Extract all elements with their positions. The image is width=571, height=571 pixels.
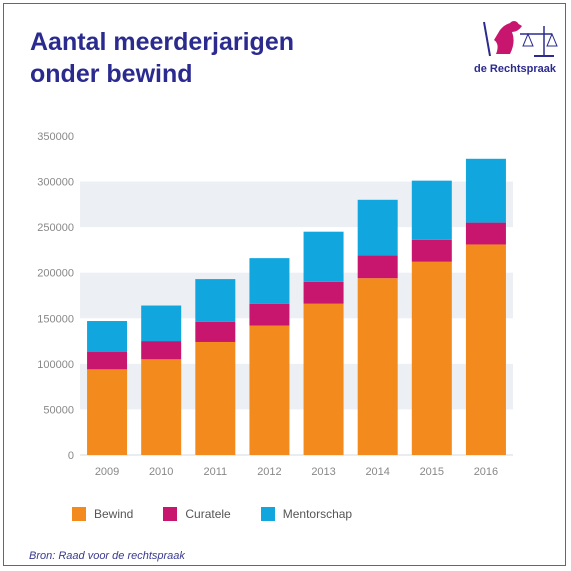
bar-mentorschap-2010: [141, 305, 182, 342]
legend-swatch-curatele: [163, 507, 178, 521]
legend-label-mentorschap: Mentorschap: [282, 507, 353, 521]
bar-curatele-2012: [249, 303, 290, 326]
bar-curatele-2016: [465, 222, 506, 245]
bar-bewind-2009: [87, 369, 128, 455]
bar-bewind-2014: [357, 278, 398, 455]
bar-mentorschap-2014: [357, 199, 398, 256]
y-tick-label: 250000: [37, 222, 74, 234]
bar-mentorschap-2015: [411, 180, 452, 240]
x-axis-ticks: 2009 2010 2011 2012 2013 2014 2015 2016: [95, 466, 498, 478]
legend-swatch-bewind: [72, 507, 86, 521]
legend: Bewind Curatele Mentorschap: [72, 507, 352, 521]
bar-curatele-2009: [87, 352, 128, 370]
legend-label-curatele: Curatele: [185, 507, 231, 521]
bar-curatele-2010: [141, 341, 182, 360]
legend-item-mentorschap: Mentorschap: [260, 507, 353, 521]
x-tick-label: 2013: [311, 466, 335, 478]
legend-item-curatele: Curatele: [163, 507, 231, 521]
y-tick-label: 200000: [37, 268, 74, 280]
bar-bewind-2011: [195, 341, 236, 455]
chart-title: Aantal meerderjarigen onder bewind: [30, 26, 294, 90]
source-note: Bron: Raad voor de rechtspraak: [29, 550, 185, 562]
x-tick-label: 2014: [365, 466, 389, 478]
x-tick-label: 2010: [149, 466, 173, 478]
bars: [87, 158, 506, 455]
logo-text: de Rechtspraak: [474, 63, 556, 75]
bar-mentorschap-2012: [249, 258, 290, 304]
bar-bewind-2015: [411, 261, 452, 455]
x-tick-label: 2011: [203, 466, 227, 478]
bar-curatele-2014: [357, 255, 398, 279]
bar-curatele-2011: [195, 321, 236, 342]
y-tick-label: 50000: [43, 404, 74, 416]
y-tick-label: 300000: [37, 177, 74, 189]
y-tick-label: 0: [68, 450, 74, 462]
bar-bewind-2010: [141, 359, 182, 455]
bar-mentorschap-2013: [303, 231, 344, 282]
y-tick-label: 100000: [37, 359, 74, 371]
y-axis-ticks: 0 50000 100000 150000 200000 250000 300000 3500…: [37, 131, 74, 462]
bar-curatele-2015: [411, 239, 452, 262]
x-tick-label: 2016: [474, 466, 498, 478]
y-tick-label: 150000: [37, 313, 74, 325]
bar-mentorschap-2009: [87, 321, 128, 353]
legend-swatch-mentorschap: [260, 507, 275, 521]
legend-label-bewind: Bewind: [94, 507, 134, 521]
bar-mentorschap-2016: [465, 158, 506, 223]
chart-title-line-1: Aantal meerderjarigen: [30, 28, 294, 56]
bar-bewind-2016: [465, 244, 506, 455]
x-tick-label: 2015: [420, 466, 444, 478]
bar-curatele-2013: [303, 281, 344, 304]
legend-item-bewind: Bewind: [72, 507, 133, 521]
y-tick-label: 350000: [37, 131, 74, 143]
bar-bewind-2012: [249, 325, 290, 455]
rechtspraak-logo: de Rechtspraak: [470, 16, 560, 80]
scales-of-justice-icon: [483, 21, 558, 57]
chart-frame: [3, 3, 566, 566]
bar-mentorschap-2011: [195, 279, 236, 322]
chart-title-line-2: onder bewind: [30, 60, 193, 88]
x-tick-label: 2012: [257, 466, 281, 478]
x-tick-label: 2009: [95, 466, 119, 478]
bar-bewind-2013: [303, 303, 344, 455]
